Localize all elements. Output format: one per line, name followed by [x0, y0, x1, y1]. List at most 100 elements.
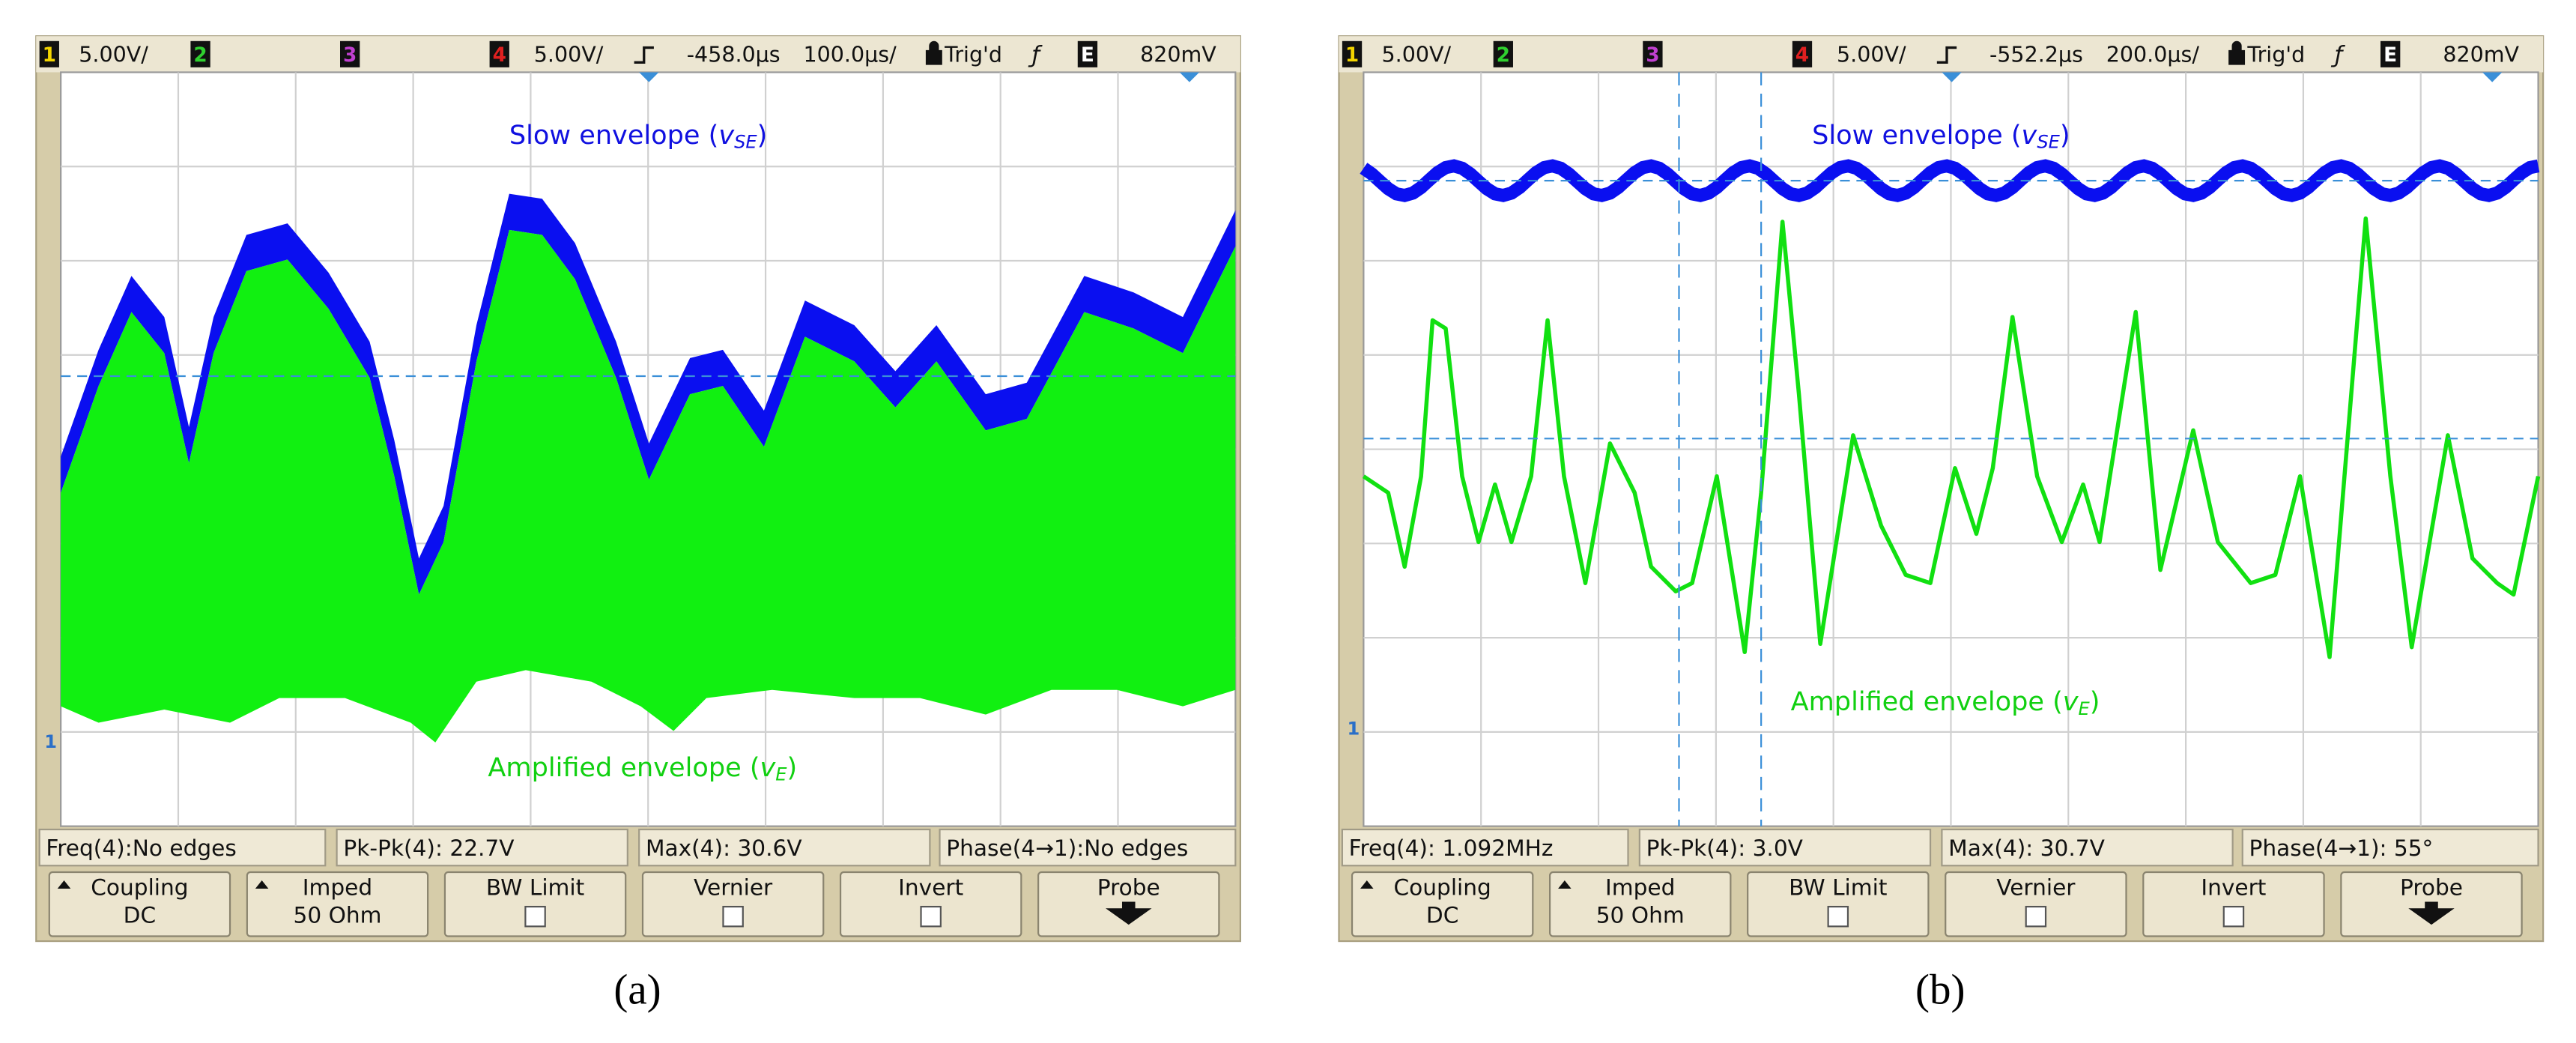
- annotation-text: Amplified envelope (: [488, 752, 760, 783]
- softkey: [641, 871, 825, 937]
- softkey: [246, 871, 429, 937]
- status-text: Trig'd: [2246, 43, 2305, 67]
- annotation: Amplified envelope (vE): [488, 752, 797, 785]
- channel-number: 3: [343, 44, 357, 67]
- annotation-subscript: E: [775, 764, 787, 785]
- measurement: Freq(4):No edges: [46, 835, 236, 861]
- status-text: 5.00V/: [534, 43, 604, 67]
- annotation-variable: v: [2063, 686, 2079, 717]
- delay-marker: [1942, 72, 1962, 82]
- annotation-text: ): [2090, 686, 2100, 717]
- softkey-label: Invert: [2201, 874, 2266, 900]
- softkey: [443, 871, 627, 937]
- status-text: 200.0µs/: [2106, 43, 2200, 67]
- trigger-edge-icon: [1936, 46, 1957, 64]
- scope-panel: 1 1 2 3 4 E 5.00V/5.00V/ -552.2µs 200.0µs/Trig'd…: [1338, 35, 2545, 1013]
- channel-badge: [1643, 40, 1663, 67]
- channel-number: 1: [1345, 44, 1359, 67]
- softkey-indicator: [255, 880, 269, 889]
- softkey-checkbox: [722, 905, 744, 928]
- softkey-checkbox: [524, 905, 546, 928]
- measurement: Phase(4→1):No edges: [946, 835, 1188, 861]
- top-bar: [36, 36, 1240, 73]
- measurement: Max(4): 30.7V: [1948, 835, 2105, 861]
- softkey-label: Vernier: [1996, 874, 2076, 900]
- scope-panel: 1 1 2 3 4 E 5.00V/5.00V/ -458.0µs 100.0µs/Trig'd…: [35, 35, 1241, 1013]
- softkey-label: BW Limit: [486, 874, 584, 900]
- annotation-text: Slow envelope (: [509, 120, 718, 151]
- top-bar: [1339, 36, 2544, 73]
- annotation: Amplified envelope (vE): [1791, 686, 2100, 719]
- annotation-text: Amplified envelope (: [1791, 686, 2063, 717]
- status-text: -552.2µs: [1989, 43, 2083, 67]
- softkey-checkbox: [1827, 905, 1849, 928]
- softkey: [1747, 871, 1930, 937]
- amplified-envelope-trace: [1362, 216, 2541, 659]
- channel-badge: [340, 40, 360, 67]
- trigger-level-marker: [1179, 72, 1200, 82]
- channel-badge: [1493, 40, 1513, 67]
- channel-badge: [39, 40, 59, 67]
- softkey: [1351, 871, 1534, 937]
- trigger-level-marker: [2482, 72, 2503, 82]
- measurement-box: [336, 828, 628, 867]
- channel-badge: [1342, 40, 1363, 67]
- channel-badge: [489, 40, 509, 67]
- softkey-label: Vernier: [694, 874, 773, 900]
- slow-envelope-trace: [61, 193, 1236, 595]
- lock-icon: [2228, 40, 2246, 65]
- ground-marker: 1: [44, 731, 57, 752]
- softkey-label: BW Limit: [1789, 874, 1887, 900]
- measurement-box: [939, 828, 1237, 867]
- annotation-text: Slow envelope (: [1812, 120, 2021, 151]
- channel-number: 3: [1646, 44, 1659, 67]
- softkey-label: Coupling: [91, 874, 188, 900]
- amplified-envelope-trace: [61, 229, 1236, 743]
- softkey-label: Probe: [2400, 874, 2463, 900]
- channel-number: 4: [493, 44, 506, 67]
- slow-envelope-trace: [1360, 159, 2540, 202]
- softkey-value: DC: [124, 903, 156, 928]
- annotation-variable: v: [718, 120, 735, 151]
- annotation-text: ): [2060, 120, 2070, 151]
- ground-marker: 1: [1347, 718, 1360, 739]
- annotation-subscript: SE: [2037, 132, 2060, 153]
- softkey-value: DC: [1426, 903, 1458, 928]
- annotation-subscript: E: [2079, 698, 2091, 719]
- channel-number: E: [1081, 44, 1094, 67]
- annotation-variable: v: [2022, 120, 2038, 151]
- measurement: Freq(4): 1.092MHz: [1349, 835, 1554, 861]
- softkey-checkbox: [2222, 905, 2245, 928]
- channel-number: 2: [1497, 44, 1510, 67]
- softkey-value: 50 Ohm: [1596, 903, 1685, 928]
- annotation: Slow envelope (vSE): [1812, 120, 2070, 153]
- softkey-arrow: [1106, 901, 1152, 925]
- measurement: Max(4): 30.6V: [646, 835, 802, 861]
- annotation-text: ): [757, 120, 768, 151]
- annotation-subscript: SE: [734, 132, 757, 153]
- softkey-label: Coupling: [1393, 874, 1491, 900]
- softkey-indicator: [57, 880, 71, 889]
- softkey-checkbox: [920, 905, 942, 928]
- annotation-variable: v: [760, 752, 777, 783]
- delay-marker: [639, 72, 659, 82]
- measurement-box: [1341, 828, 1629, 867]
- status-text: 5.00V/: [79, 43, 148, 67]
- channel-badge: [1792, 40, 1813, 67]
- channel-badge: [1077, 40, 1098, 67]
- softkey-checkbox: [2025, 905, 2047, 928]
- status-text: 820mV: [2443, 43, 2519, 67]
- channel-number: 4: [1795, 44, 1809, 67]
- slope-icon: ƒ: [2331, 42, 2346, 68]
- status-text: Trig'd: [944, 43, 1002, 67]
- annotation-text: ): [787, 752, 798, 783]
- measurement: Phase(4→1): 55°: [2249, 835, 2434, 861]
- softkey-indicator: [1558, 880, 1572, 889]
- status-text: 5.00V/: [1382, 43, 1452, 67]
- caption: (a): [613, 966, 661, 1013]
- measurement: Pk-Pk(4): 3.0V: [1646, 835, 1803, 861]
- caption: (b): [1915, 966, 1965, 1013]
- softkey: [2142, 871, 2325, 937]
